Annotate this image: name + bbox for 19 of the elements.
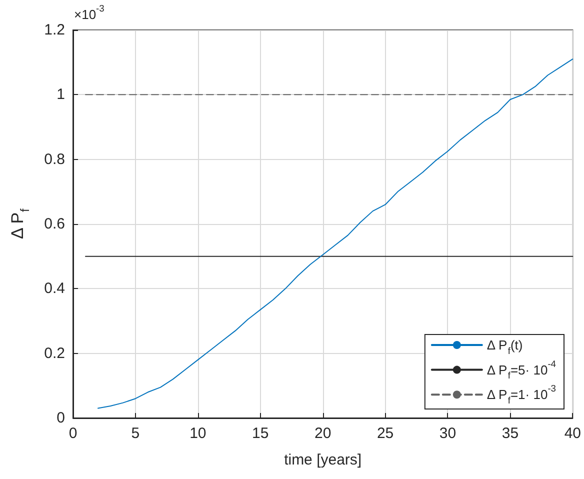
y-tick-label: 0.6 (44, 216, 65, 232)
y-axis-title: Δ Pf (8, 208, 32, 239)
x-tick-label: 35 (502, 425, 519, 442)
x-tick-label: 10 (190, 425, 206, 442)
y-tick-label: 0.8 (44, 150, 65, 168)
x-tick-label: 25 (376, 425, 394, 442)
x-tick-label: 40 (564, 425, 581, 442)
x-tick-label: 20 (314, 425, 332, 442)
y-tick-label: 1 (56, 86, 65, 104)
y-tick-label: 0.2 (44, 344, 65, 362)
x-tick-label: 5 (131, 425, 140, 442)
x-tick-label: 0 (68, 425, 78, 442)
y-tick-label: 0.4 (44, 280, 65, 298)
y-tick-label: 0 (56, 410, 65, 426)
x-axis-title: time [years] (284, 452, 362, 468)
line-series (97, 58, 574, 409)
x-tick-label: 15 (252, 425, 269, 442)
y-tick-label: 1.2 (44, 22, 65, 38)
x-tick-label: 30 (439, 425, 456, 442)
